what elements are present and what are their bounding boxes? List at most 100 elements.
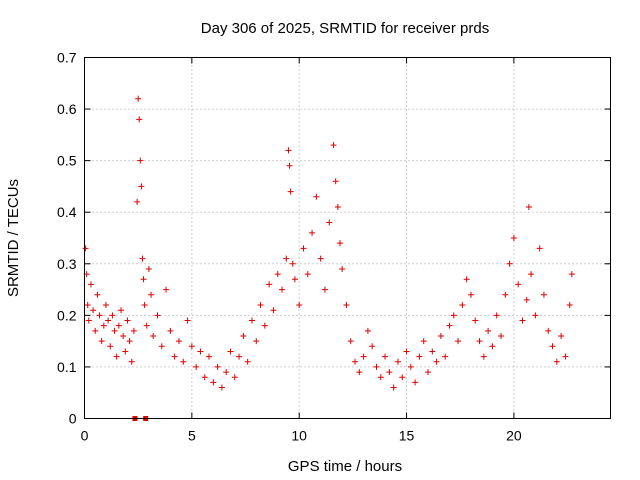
data-point bbox=[568, 271, 575, 278]
x-tick-label: 20 bbox=[506, 428, 522, 444]
data-point bbox=[102, 302, 109, 309]
data-point bbox=[334, 204, 341, 211]
data-point bbox=[360, 353, 367, 360]
x-tick-label: 15 bbox=[399, 428, 415, 444]
data-point bbox=[467, 291, 474, 298]
data-point bbox=[523, 296, 530, 303]
data-point bbox=[154, 312, 161, 319]
data-point bbox=[124, 317, 131, 324]
data-point bbox=[98, 338, 105, 345]
data-point bbox=[493, 312, 500, 319]
y-tick-label: 0.3 bbox=[57, 256, 77, 272]
data-point bbox=[455, 338, 462, 345]
data-point bbox=[369, 343, 376, 350]
data-point bbox=[128, 358, 135, 365]
y-tick-label: 0.7 bbox=[57, 50, 77, 66]
data-point bbox=[536, 245, 543, 252]
data-point bbox=[347, 338, 354, 345]
data-point bbox=[109, 312, 116, 319]
data-point bbox=[143, 322, 150, 329]
data-point bbox=[223, 369, 230, 376]
data-point bbox=[150, 332, 157, 339]
data-point bbox=[373, 363, 380, 370]
data-point bbox=[485, 327, 492, 334]
data-point bbox=[317, 255, 324, 262]
data-point bbox=[138, 183, 145, 190]
data-point bbox=[545, 327, 552, 334]
data-point bbox=[218, 384, 225, 391]
y-axis-ticks: 0 0.1 0.2 0.3 0.4 0.5 0.6 0.7 bbox=[57, 50, 611, 427]
y-tick-label: 0.4 bbox=[57, 204, 77, 220]
data-point bbox=[336, 240, 343, 247]
data-point bbox=[403, 348, 410, 355]
data-point bbox=[163, 286, 170, 293]
data-point bbox=[446, 322, 453, 329]
data-point bbox=[558, 332, 565, 339]
data-point bbox=[135, 95, 142, 102]
data-point bbox=[184, 317, 191, 324]
chart-title: Day 306 of 2025, SRMTID for receiver prd… bbox=[201, 20, 489, 37]
data-point bbox=[175, 338, 182, 345]
data-point bbox=[167, 327, 174, 334]
y-tick-label: 0.1 bbox=[57, 359, 77, 375]
data-point bbox=[126, 338, 133, 345]
data-point bbox=[266, 281, 273, 288]
data-point bbox=[525, 204, 532, 211]
data-point bbox=[476, 338, 483, 345]
data-point bbox=[84, 302, 91, 309]
data-point bbox=[549, 343, 556, 350]
data-point bbox=[113, 353, 120, 360]
data-point bbox=[502, 291, 509, 298]
data-point bbox=[158, 343, 165, 350]
data-point bbox=[92, 327, 99, 334]
data-point bbox=[412, 379, 419, 386]
data-point bbox=[274, 271, 281, 278]
data-point bbox=[364, 327, 371, 334]
data-point bbox=[291, 276, 298, 283]
data-point bbox=[236, 353, 243, 360]
data-point bbox=[210, 379, 217, 386]
data-point bbox=[390, 384, 397, 391]
data-point bbox=[309, 229, 316, 236]
data-point bbox=[145, 265, 152, 272]
data-point bbox=[122, 348, 129, 355]
data-point bbox=[450, 312, 457, 319]
data-point bbox=[321, 286, 328, 293]
data-point bbox=[519, 317, 526, 324]
x-axis-title: GPS time / hours bbox=[288, 458, 402, 475]
data-point bbox=[459, 302, 466, 309]
data-point bbox=[540, 291, 547, 298]
data-point bbox=[261, 322, 268, 329]
data-point bbox=[148, 291, 155, 298]
y-tick-label: 0 bbox=[69, 411, 77, 427]
data-point bbox=[343, 302, 350, 309]
data-point bbox=[244, 358, 251, 365]
data-point bbox=[82, 245, 89, 252]
data-point bbox=[407, 363, 414, 370]
data-point bbox=[227, 348, 234, 355]
data-point bbox=[197, 348, 204, 355]
data-point bbox=[394, 358, 401, 365]
data-point bbox=[87, 281, 94, 288]
data-point bbox=[171, 353, 178, 360]
data-point bbox=[420, 338, 427, 345]
data-point bbox=[105, 317, 112, 324]
data-point bbox=[562, 353, 569, 360]
data-point bbox=[532, 312, 539, 319]
data-point bbox=[96, 312, 103, 319]
data-point bbox=[141, 302, 148, 309]
data-point bbox=[480, 353, 487, 360]
y-axis-title: SRMTID / TECUs bbox=[5, 179, 22, 297]
data-point bbox=[206, 353, 213, 360]
data-point bbox=[382, 353, 389, 360]
data-point bbox=[287, 188, 294, 195]
data-point bbox=[90, 307, 97, 314]
data-point bbox=[425, 369, 432, 376]
data-point bbox=[240, 332, 247, 339]
data-point bbox=[296, 302, 303, 309]
data-point bbox=[437, 332, 444, 339]
x-tick-label: 10 bbox=[291, 428, 307, 444]
data-point bbox=[94, 291, 101, 298]
data-point bbox=[283, 255, 290, 262]
data-point bbox=[231, 374, 238, 381]
